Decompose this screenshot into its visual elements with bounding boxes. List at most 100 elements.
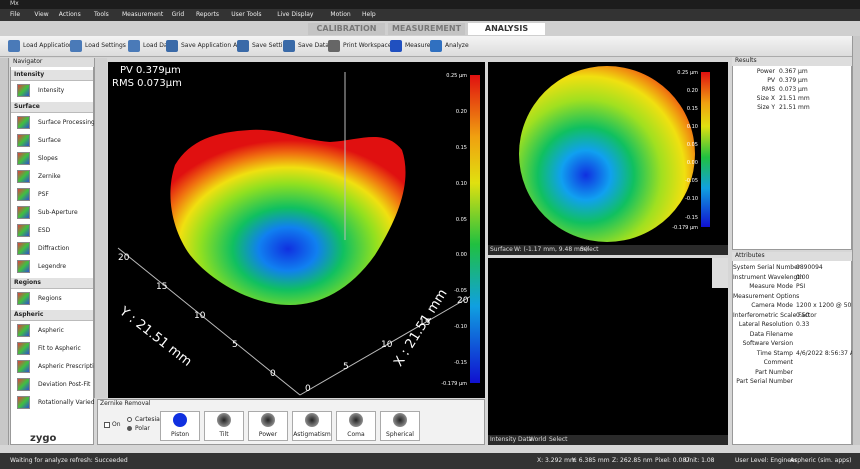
nav-icon [17, 170, 30, 183]
tab[interactable]: ANALYSIS [468, 23, 545, 35]
menu-item[interactable]: Tools [94, 11, 109, 18]
toolbar-icon [166, 40, 178, 52]
zernike-label[interactable]: Spherical [386, 431, 414, 438]
colorbar-label: 0.05 [686, 142, 698, 149]
menu-item[interactable]: User Tools [231, 11, 262, 18]
pv-label: PV 0.379µm [120, 65, 181, 76]
toolbar-button[interactable]: Load Application [23, 42, 73, 49]
surface-footer [488, 245, 728, 255]
status-item: Waiting for analyze refresh: Succeeded [10, 457, 128, 464]
footer-text: Select [549, 436, 568, 443]
toolbar-button[interactable]: Load Data [143, 42, 174, 49]
colorbar-label: 0.25 µm [677, 70, 698, 76]
nav-item[interactable]: Surface Processing [38, 119, 95, 126]
nav-item[interactable]: Legendre [38, 263, 67, 270]
section-title: Aspheric [14, 311, 44, 318]
section-header [11, 102, 93, 113]
nav-item[interactable]: ESD [38, 227, 51, 234]
status-bar [0, 453, 860, 469]
attribute-label: Camera Mode [751, 302, 793, 309]
radio[interactable] [127, 417, 132, 422]
toolbar-button[interactable]: Save Data [298, 42, 329, 49]
results-panel [732, 57, 852, 250]
nav-item[interactable]: Sub-Aperture [38, 209, 78, 216]
colorbar-label: 0.00 [686, 160, 698, 167]
menu-item[interactable]: Measurement [122, 11, 164, 18]
section-header [11, 278, 93, 289]
y-tick: 20 [118, 253, 130, 263]
nav-item[interactable]: Aspheric Prescription [38, 363, 102, 370]
toolbar-button[interactable]: Save Application As [181, 42, 241, 49]
menu-item[interactable]: Motion [330, 11, 351, 18]
nav-item[interactable]: Diffraction [38, 245, 70, 252]
map-strip [712, 258, 728, 288]
zernike-label[interactable]: Tilt [219, 431, 229, 438]
nav-icon [17, 342, 30, 355]
mode-label[interactable]: Cartesian [135, 416, 164, 423]
attribute-label: Lateral Resolution [738, 321, 793, 328]
menu-item[interactable]: File [10, 11, 21, 18]
attribute-label: Comment [763, 359, 793, 366]
colorbar-label: 0.20 [455, 108, 467, 115]
y-tick: 0 [270, 369, 276, 379]
result-unit: µm [798, 68, 808, 75]
toolbar-button[interactable]: Print Workspace [343, 42, 392, 49]
nav-item[interactable]: Deviation Post-Fit [38, 381, 91, 388]
nav-icon [17, 84, 30, 97]
toolbar-button[interactable]: Measure [405, 42, 431, 49]
nav-item[interactable]: Zernike [38, 173, 61, 180]
axes-3d [117, 72, 479, 396]
result-label: PV [767, 77, 775, 84]
zernike-label[interactable]: Coma [347, 431, 365, 438]
result-label: RMS [761, 86, 775, 93]
mode-label[interactable]: Polar [135, 425, 150, 432]
result-value: 21.51 [779, 95, 797, 102]
menu-item[interactable]: View [34, 11, 49, 18]
menu-item[interactable]: Live Display [277, 11, 314, 18]
nav-icon [17, 378, 30, 391]
attributes-header [732, 252, 852, 261]
toolbar-icon [328, 40, 340, 52]
attribute-value: 0890094 [796, 264, 823, 271]
status-item: User Level: Engineer [735, 457, 798, 464]
nav-item[interactable]: Intensity [38, 87, 65, 94]
radio[interactable] [127, 426, 132, 431]
menu-item[interactable]: Grid [171, 11, 185, 18]
toolbar-button[interactable]: Save Settings [252, 42, 294, 49]
nav-item[interactable]: Fit to Aspheric [38, 345, 81, 352]
menu-item[interactable]: Help [362, 11, 376, 18]
zernike-title: Zernike Removal [100, 400, 151, 407]
window-title: Mx [10, 0, 19, 7]
zernike-button[interactable] [248, 411, 288, 441]
nav-item[interactable]: Slopes [38, 155, 58, 162]
nav-item[interactable]: Regions [38, 295, 62, 302]
tab[interactable]: MEASUREMENT [388, 23, 465, 35]
result-value: 0.379 [779, 77, 797, 84]
menu-item[interactable]: Actions [58, 11, 81, 18]
nav-icon [17, 242, 30, 255]
result-label: Power [756, 68, 775, 75]
logo: zygo [30, 433, 57, 444]
nav-item[interactable]: PSF [38, 191, 49, 198]
tab[interactable]: CALIBRATION [308, 23, 385, 35]
footer-text: Select [580, 246, 599, 253]
attribute-value: 0.00 [796, 273, 810, 281]
nav-icon [17, 152, 30, 165]
zernike-label[interactable]: Piston [170, 431, 190, 438]
colorbar-label: -0.05 [454, 288, 467, 295]
nav-item[interactable]: Aspheric [38, 327, 64, 334]
nav-item[interactable]: Surface [38, 137, 61, 144]
attribute-label: System Serial Number [733, 264, 801, 271]
toolbar-button[interactable]: Load Settings [85, 42, 126, 49]
checkbox[interactable] [104, 422, 110, 428]
result-value: 0.367 [779, 68, 797, 75]
status-item: Unit: 1.08 [685, 457, 715, 464]
nav-item[interactable]: Rotationally Varied [38, 399, 95, 406]
zernike-label[interactable]: Astigmatism [293, 431, 331, 438]
zernike-label[interactable]: Power [258, 431, 278, 438]
menu-item[interactable]: Reports [196, 11, 220, 18]
result-unit: µm [798, 77, 808, 84]
toolbar-button[interactable]: Analyze [445, 42, 469, 49]
toolbar-icon [390, 40, 402, 52]
x-tick: 0 [305, 384, 311, 394]
